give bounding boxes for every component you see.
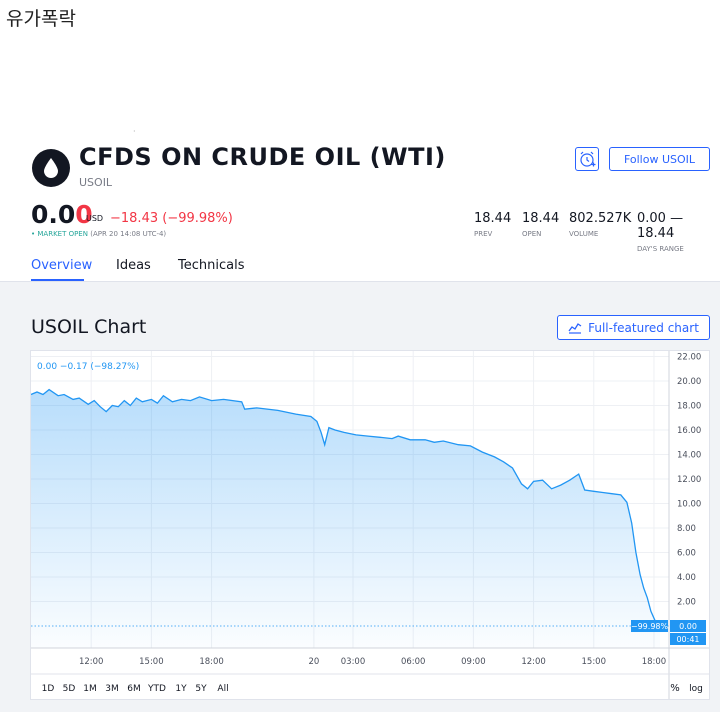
countdown-label: 00:41 xyxy=(676,635,699,644)
market-dot: • xyxy=(31,230,36,238)
symbol-ticker: USOIL xyxy=(79,176,113,189)
stat-value: 18.44 xyxy=(474,211,512,226)
tab-overview[interactable]: Overview xyxy=(31,258,93,273)
range-button-5d[interactable]: 5D xyxy=(63,684,76,694)
stat-label: PREV xyxy=(474,230,493,238)
last-value-badge xyxy=(670,620,706,632)
stat-open: 18.44 OPEN xyxy=(522,211,559,238)
y-tick-label: 4.00 xyxy=(677,573,696,583)
range-button-all[interactable]: All xyxy=(217,684,228,694)
alarm-clock-icon xyxy=(580,151,596,167)
y-tick-label: 20.00 xyxy=(677,377,701,387)
log-scale-button[interactable]: log xyxy=(689,684,703,694)
x-tick-label: 20 xyxy=(308,657,319,667)
range-button-6m[interactable]: 6M xyxy=(127,684,141,694)
x-tick-label: 03:00 xyxy=(341,657,366,667)
stat-days-range: 0.00 — 18.44 DAY'S RANGE xyxy=(637,211,720,253)
full-featured-chart-label: Full-featured chart xyxy=(588,320,699,335)
tab-divider xyxy=(0,281,720,282)
stat-label: DAY'S RANGE xyxy=(637,245,684,253)
alert-button[interactable] xyxy=(575,147,599,171)
currency-label: USD xyxy=(86,214,104,223)
price-change: −18.43 (−99.98%) xyxy=(110,211,233,226)
market-open-label: MARKET OPEN xyxy=(37,230,88,238)
x-tick-label: 09:00 xyxy=(461,657,486,667)
last-price: 0.00 xyxy=(31,200,93,229)
market-status: • MARKET OPEN (APR 20 14:08 UTC-4) xyxy=(31,230,166,238)
stray-mark: · xyxy=(133,127,136,136)
y-tick-label: 14.00 xyxy=(677,451,701,461)
oil-drop-icon xyxy=(44,158,58,178)
last-change-badge xyxy=(631,620,668,632)
stat-label: VOLUME xyxy=(569,230,599,238)
tab-ideas[interactable]: Ideas xyxy=(116,258,151,273)
percent-scale-button[interactable]: % xyxy=(670,683,680,694)
y-tick-label: 8.00 xyxy=(677,524,696,534)
stat-label: OPEN xyxy=(522,230,542,238)
price-main: 0.0 xyxy=(31,200,76,229)
last-change-label: −99.98% xyxy=(631,622,669,631)
stat-value: 802.527K xyxy=(569,211,632,226)
price-line xyxy=(30,388,661,627)
chart-legend: 0.00 −0.17 (−98.27%) xyxy=(37,362,139,372)
countdown-badge xyxy=(670,633,706,645)
y-tick-label: 12.00 xyxy=(677,475,701,485)
x-tick-label: 12:00 xyxy=(521,657,546,667)
x-tick-label: 18:00 xyxy=(199,657,224,667)
stat-volume: 802.527K VOLUME xyxy=(569,211,631,238)
chart-line-icon xyxy=(568,322,582,334)
price-chart[interactable]: 22.00 20.00 18.00 16.00 14.00 12.00 10.00 8.00 6… xyxy=(30,350,710,700)
chart-section-title: USOIL Chart xyxy=(31,316,147,338)
symbol-title: CFDS ON CRUDE OIL (WTI) xyxy=(79,143,446,171)
x-tick-label: 18:00 xyxy=(642,657,667,667)
y-tick-label: 16.00 xyxy=(677,426,701,436)
range-button-5y[interactable]: 5Y xyxy=(195,684,207,694)
tab-technicals[interactable]: Technicals xyxy=(178,258,245,273)
chart-canvas[interactable]: 22.00 20.00 18.00 16.00 14.00 12.00 10.00 8.00 6… xyxy=(30,351,709,699)
stat-prev: 18.44 PREV xyxy=(474,211,511,238)
stat-value: 0.00 — 18.44 xyxy=(637,211,684,241)
range-button-1d[interactable]: 1D xyxy=(42,684,55,694)
x-tick-label: 06:00 xyxy=(401,657,426,667)
range-button-ytd[interactable]: YTD xyxy=(147,684,166,694)
range-button-3m[interactable]: 3M xyxy=(105,684,119,694)
full-featured-chart-button[interactable]: Full-featured chart xyxy=(557,315,710,340)
active-tab-indicator xyxy=(31,279,84,281)
stat-value: 18.44 xyxy=(522,211,560,226)
symbol-logo xyxy=(32,149,70,187)
x-tick-label: 12:00 xyxy=(79,657,104,667)
y-tick-label: 18.00 xyxy=(677,402,701,412)
axis-layer: 22.00 20.00 18.00 16.00 14.00 12.00 10.00 8.00 6… xyxy=(31,351,709,699)
price-area xyxy=(31,389,660,648)
y-tick-label: 22.00 xyxy=(677,353,701,363)
x-tick-label: 15:00 xyxy=(582,657,607,667)
y-tick-label: 10.00 xyxy=(677,500,701,510)
x-tick-label: 15:00 xyxy=(139,657,164,667)
range-button-1y[interactable]: 1Y xyxy=(175,684,187,694)
y-tick-label: 2.00 xyxy=(677,598,696,608)
last-value-label: 0.00 xyxy=(679,622,697,631)
range-button-1m[interactable]: 1M xyxy=(83,684,97,694)
follow-button[interactable]: Follow USOIL xyxy=(609,147,710,171)
market-time: (APR 20 14:08 UTC-4) xyxy=(90,230,167,238)
y-tick-label: 6.00 xyxy=(677,549,696,559)
price-last-digit: 0 xyxy=(75,200,93,229)
post-caption: 유가폭락 xyxy=(6,8,76,30)
